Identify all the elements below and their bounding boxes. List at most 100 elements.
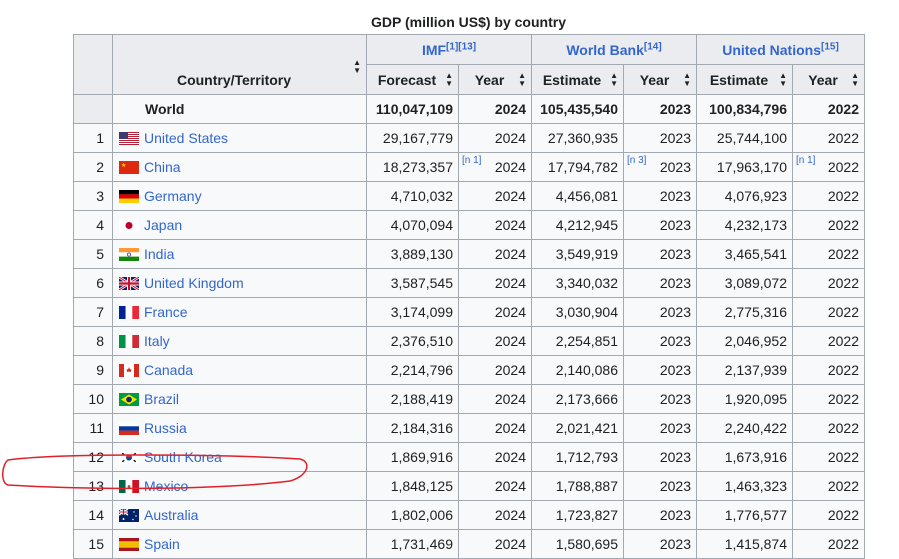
rank-cell: 13 [73, 471, 113, 501]
table-row: 1 United States 29,167,779 2024 27,360,935 20… [73, 123, 865, 153]
country-link[interactable]: United Kingdom [144, 275, 244, 291]
imf-forecast-cell: 2,376,510 [366, 326, 459, 356]
country-cell: Australia [112, 500, 367, 530]
un-estimate-cell: 1,673,916 [696, 442, 793, 472]
country-header[interactable]: Country/Territory ▲ ▼ [112, 34, 367, 95]
un-year-header[interactable]: Year ▲ ▼ [792, 64, 865, 95]
wb-estimate-cell: 3,549,919 [531, 239, 624, 269]
wb-estimate-cell: 3,030,904 [531, 297, 624, 327]
table-row: 4 Japan 4,070,094 2024 4,212,945 2023 4,232,17… [73, 210, 865, 240]
table-row: 2 ★ China 18,273,357 [n 1] 2024 17,794,782 [n 3… [73, 152, 865, 182]
footnote-link[interactable]: [n 3] [627, 155, 647, 166]
imf-forecast-cell: 2,188,419 [366, 384, 459, 414]
un-year-cell: 2022 [792, 413, 865, 443]
wb-year-cell: 2023 [623, 529, 697, 559]
un-estimate-cell: 1,415,874 [696, 529, 793, 559]
imf-year-cell: 2024 [458, 471, 532, 501]
country-link[interactable]: United States [144, 130, 229, 146]
country-cell: Mexico [112, 471, 367, 501]
sort-icon[interactable]: ▲ ▼ [610, 70, 618, 88]
world-imf-year: 2024 [458, 94, 532, 124]
wb-year-cell: 2023 [623, 239, 697, 269]
imf-year-cell: 2024 [458, 326, 532, 356]
un-year-cell-value: 2022 [827, 420, 859, 436]
country-link[interactable]: Italy [144, 333, 170, 349]
country-link[interactable]: Japan [144, 217, 183, 233]
un-year-cell: 2022 [792, 471, 865, 501]
wb-estimate-cell: 2,021,421 [531, 413, 624, 443]
wb-year-cell: 2023 [623, 210, 697, 240]
imf-year-cell-value: 2024 [494, 188, 526, 204]
un-estimate-header[interactable]: Estimate ▲ ▼ [696, 64, 793, 95]
sort-icon[interactable]: ▲ ▼ [683, 70, 691, 88]
un-year-cell: 2022 [792, 326, 865, 356]
country-link[interactable]: Brazil [144, 391, 180, 407]
imf-year-cell-value: 2024 [494, 449, 526, 465]
un-year-cell: 2022 [792, 210, 865, 240]
footnote-link[interactable]: [n 1] [796, 155, 816, 166]
country-cell: United States [112, 123, 367, 153]
worldbank-group-header: World Bank[14] [531, 34, 697, 65]
sort-icon[interactable]: ▲ ▼ [353, 58, 361, 75]
country-link[interactable]: Canada [144, 362, 194, 378]
wb-estimate-cell: 3,340,032 [531, 268, 624, 298]
country-link[interactable]: Australia [144, 507, 199, 523]
imf-forecast-cell: 18,273,357 [366, 152, 459, 182]
imf-link[interactable]: IMF [421, 41, 447, 58]
country-link[interactable]: Mexico [144, 478, 189, 494]
imf-year-cell-value: 2024 [494, 333, 526, 349]
sort-icon[interactable]: ▲ ▼ [779, 70, 787, 88]
wb-year-cell: 2023 [623, 442, 697, 472]
un-year-cell: 2022 [792, 355, 865, 385]
country-link[interactable]: China [144, 159, 181, 175]
wb-estimate-cell: 4,456,081 [531, 181, 624, 211]
un-year-cell: 2022 [792, 384, 865, 414]
country-link[interactable]: India [144, 246, 175, 262]
wb-year-cell-value: 2023 [659, 507, 691, 523]
rank-cell: 3 [73, 181, 113, 211]
country-link[interactable]: Russia [144, 420, 187, 436]
country-cell: South Korea [112, 442, 367, 472]
un-year-cell-value: 2022 [827, 304, 859, 320]
imf-year-header[interactable]: Year ▲ ▼ [458, 64, 532, 95]
svg-text:★: ★ [121, 162, 126, 169]
imf-year-cell: 2024 [458, 355, 532, 385]
un-link[interactable]: United Nations [722, 41, 821, 58]
un-estimate-cell: 3,465,541 [696, 239, 793, 269]
country-link[interactable]: South Korea [144, 449, 222, 465]
wb-year-cell: 2023 [623, 326, 697, 356]
wb-year-cell: 2023 [623, 413, 697, 443]
wb-year-cell: 2023 [623, 123, 697, 153]
world-un-year: 2022 [792, 94, 865, 124]
imf-year-cell: [n 1] 2024 [458, 152, 532, 182]
footnote-link[interactable]: [n 1] [462, 155, 482, 166]
imf-year-cell-value: 2024 [494, 507, 526, 523]
wb-estimate-header[interactable]: Estimate ▲ ▼ [531, 64, 624, 95]
country-link[interactable]: France [144, 304, 188, 320]
wb-estimate-cell: 1,712,793 [531, 442, 624, 472]
world-wb: 105,435,540 [531, 94, 624, 124]
table-row: 8 Italy 2,376,510 2024 2,254,851 2023 2,046,95… [73, 326, 865, 356]
sort-icon[interactable]: ▲ ▼ [518, 70, 526, 88]
imf-forecast-cell: 1,848,125 [366, 471, 459, 501]
wb-year-cell-value: 2023 [659, 159, 691, 175]
country-cell: Canada [112, 355, 367, 385]
sort-icon[interactable]: ▲ ▼ [851, 70, 859, 88]
wb-year-cell-value: 2023 [659, 420, 691, 436]
imf-refs[interactable]: [1][13] [446, 40, 477, 52]
worldbank-link[interactable]: World Bank [566, 41, 644, 58]
worldbank-refs[interactable]: [14] [643, 40, 662, 52]
japan-flag-icon [119, 219, 139, 232]
wb-year-header[interactable]: Year ▲ ▼ [623, 64, 697, 95]
italy-flag-icon [119, 335, 139, 348]
country-link[interactable]: Spain [144, 536, 180, 552]
country-link[interactable]: Germany [144, 188, 202, 204]
country-cell: Spain [112, 529, 367, 559]
australia-flag-icon [118, 508, 139, 522]
sort-icon[interactable]: ▲ ▼ [445, 70, 453, 88]
country-cell: United Kingdom [112, 268, 367, 298]
imf-forecast-cell: 1,869,916 [366, 442, 459, 472]
imf-forecast-header[interactable]: Forecast ▲ ▼ [366, 64, 459, 95]
un-year-cell-value: 2022 [827, 536, 859, 552]
un-refs[interactable]: [15] [820, 40, 839, 52]
